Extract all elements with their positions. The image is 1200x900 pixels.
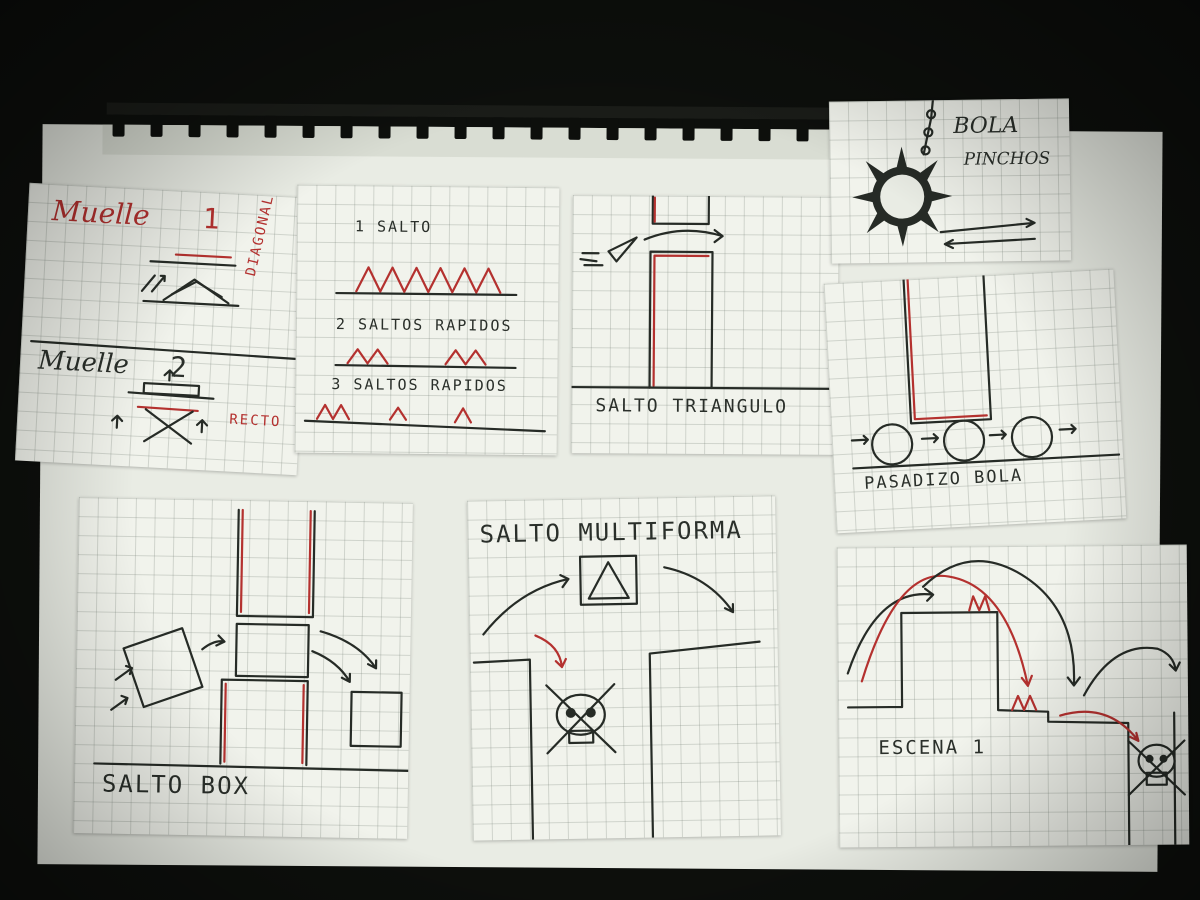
pasadizo-drawings [850,274,1121,470]
spiked-ball-icon [852,146,953,247]
skull-crossbones-icon [1127,739,1186,797]
muelle-2-side-label: RECTO [228,411,282,431]
note-multiforma: SALTO MULTIFORMA [467,495,781,841]
binding-ring [682,118,695,141]
salto-box-drawings [93,508,410,772]
muelle-2-title: Muelle [37,345,130,381]
saltos-line-3: 3 SALTOS RAPIDOS [331,375,508,395]
note-salto-box: SALTO BOX [73,497,413,839]
binding-ring [606,118,619,141]
note-escena: ESCENA 1 [836,544,1190,848]
note-saltos: 1 SALTO 2 SALTOS RAPIDOS 3 SALTOS RAPIDO… [294,184,560,456]
saltos-drawings [303,266,546,433]
binding-ring [720,118,733,141]
note-muelle: Muelle 1 DIAGONAL Muelle 2 RECTO [14,182,312,476]
saltos-line-1: 1 SALTO [354,217,433,237]
binding-ring [758,119,771,142]
binding-ring [644,118,657,141]
binding-ring [454,116,467,140]
binding-ring [150,114,163,137]
bola-title: BOLA [953,113,1019,139]
binding-ring [568,117,581,140]
notebook-top-band [102,124,863,160]
escena-drawings [846,560,1186,847]
muelle-1-title: Muelle [51,194,151,233]
pinchos-title: PINCHOS [963,148,1051,170]
binding-ring [492,117,505,140]
triangulo-caption: SALTO TRIANGULO [595,395,789,418]
salto-box-caption: SALTO BOX [101,769,251,801]
binding-ring [796,119,809,142]
binding-ring [226,115,239,138]
binding-ring [302,115,315,138]
saltos-line-2: 2 SALTOS RAPIDOS [335,315,513,335]
binding-ring [188,115,201,138]
binding-ring [378,116,391,139]
multiforma-title: SALTO MULTIFORMA [479,515,744,549]
bola-pinchos-drawings [852,99,1036,250]
triangulo-drawings [571,195,839,391]
binding-ring [416,116,429,139]
muelle-drawings [30,253,302,445]
skull-crossbones-icon [545,683,617,755]
note-triangulo: SALTO TRIANGULO [571,195,839,455]
muelle-1-number: 1 [201,201,223,236]
binding-ring [530,117,543,140]
note-bola-pinchos: BOLA PINCHOS [828,98,1072,264]
note-pasadizo: PASADIZO BOLA [823,268,1127,534]
binding-ring [112,114,125,137]
binding-ring [264,115,277,138]
muelle-2-number: 2 [169,350,190,385]
binding-ring [340,116,353,139]
escena-caption: ESCENA 1 [878,736,987,760]
multiforma-drawings [472,554,761,841]
